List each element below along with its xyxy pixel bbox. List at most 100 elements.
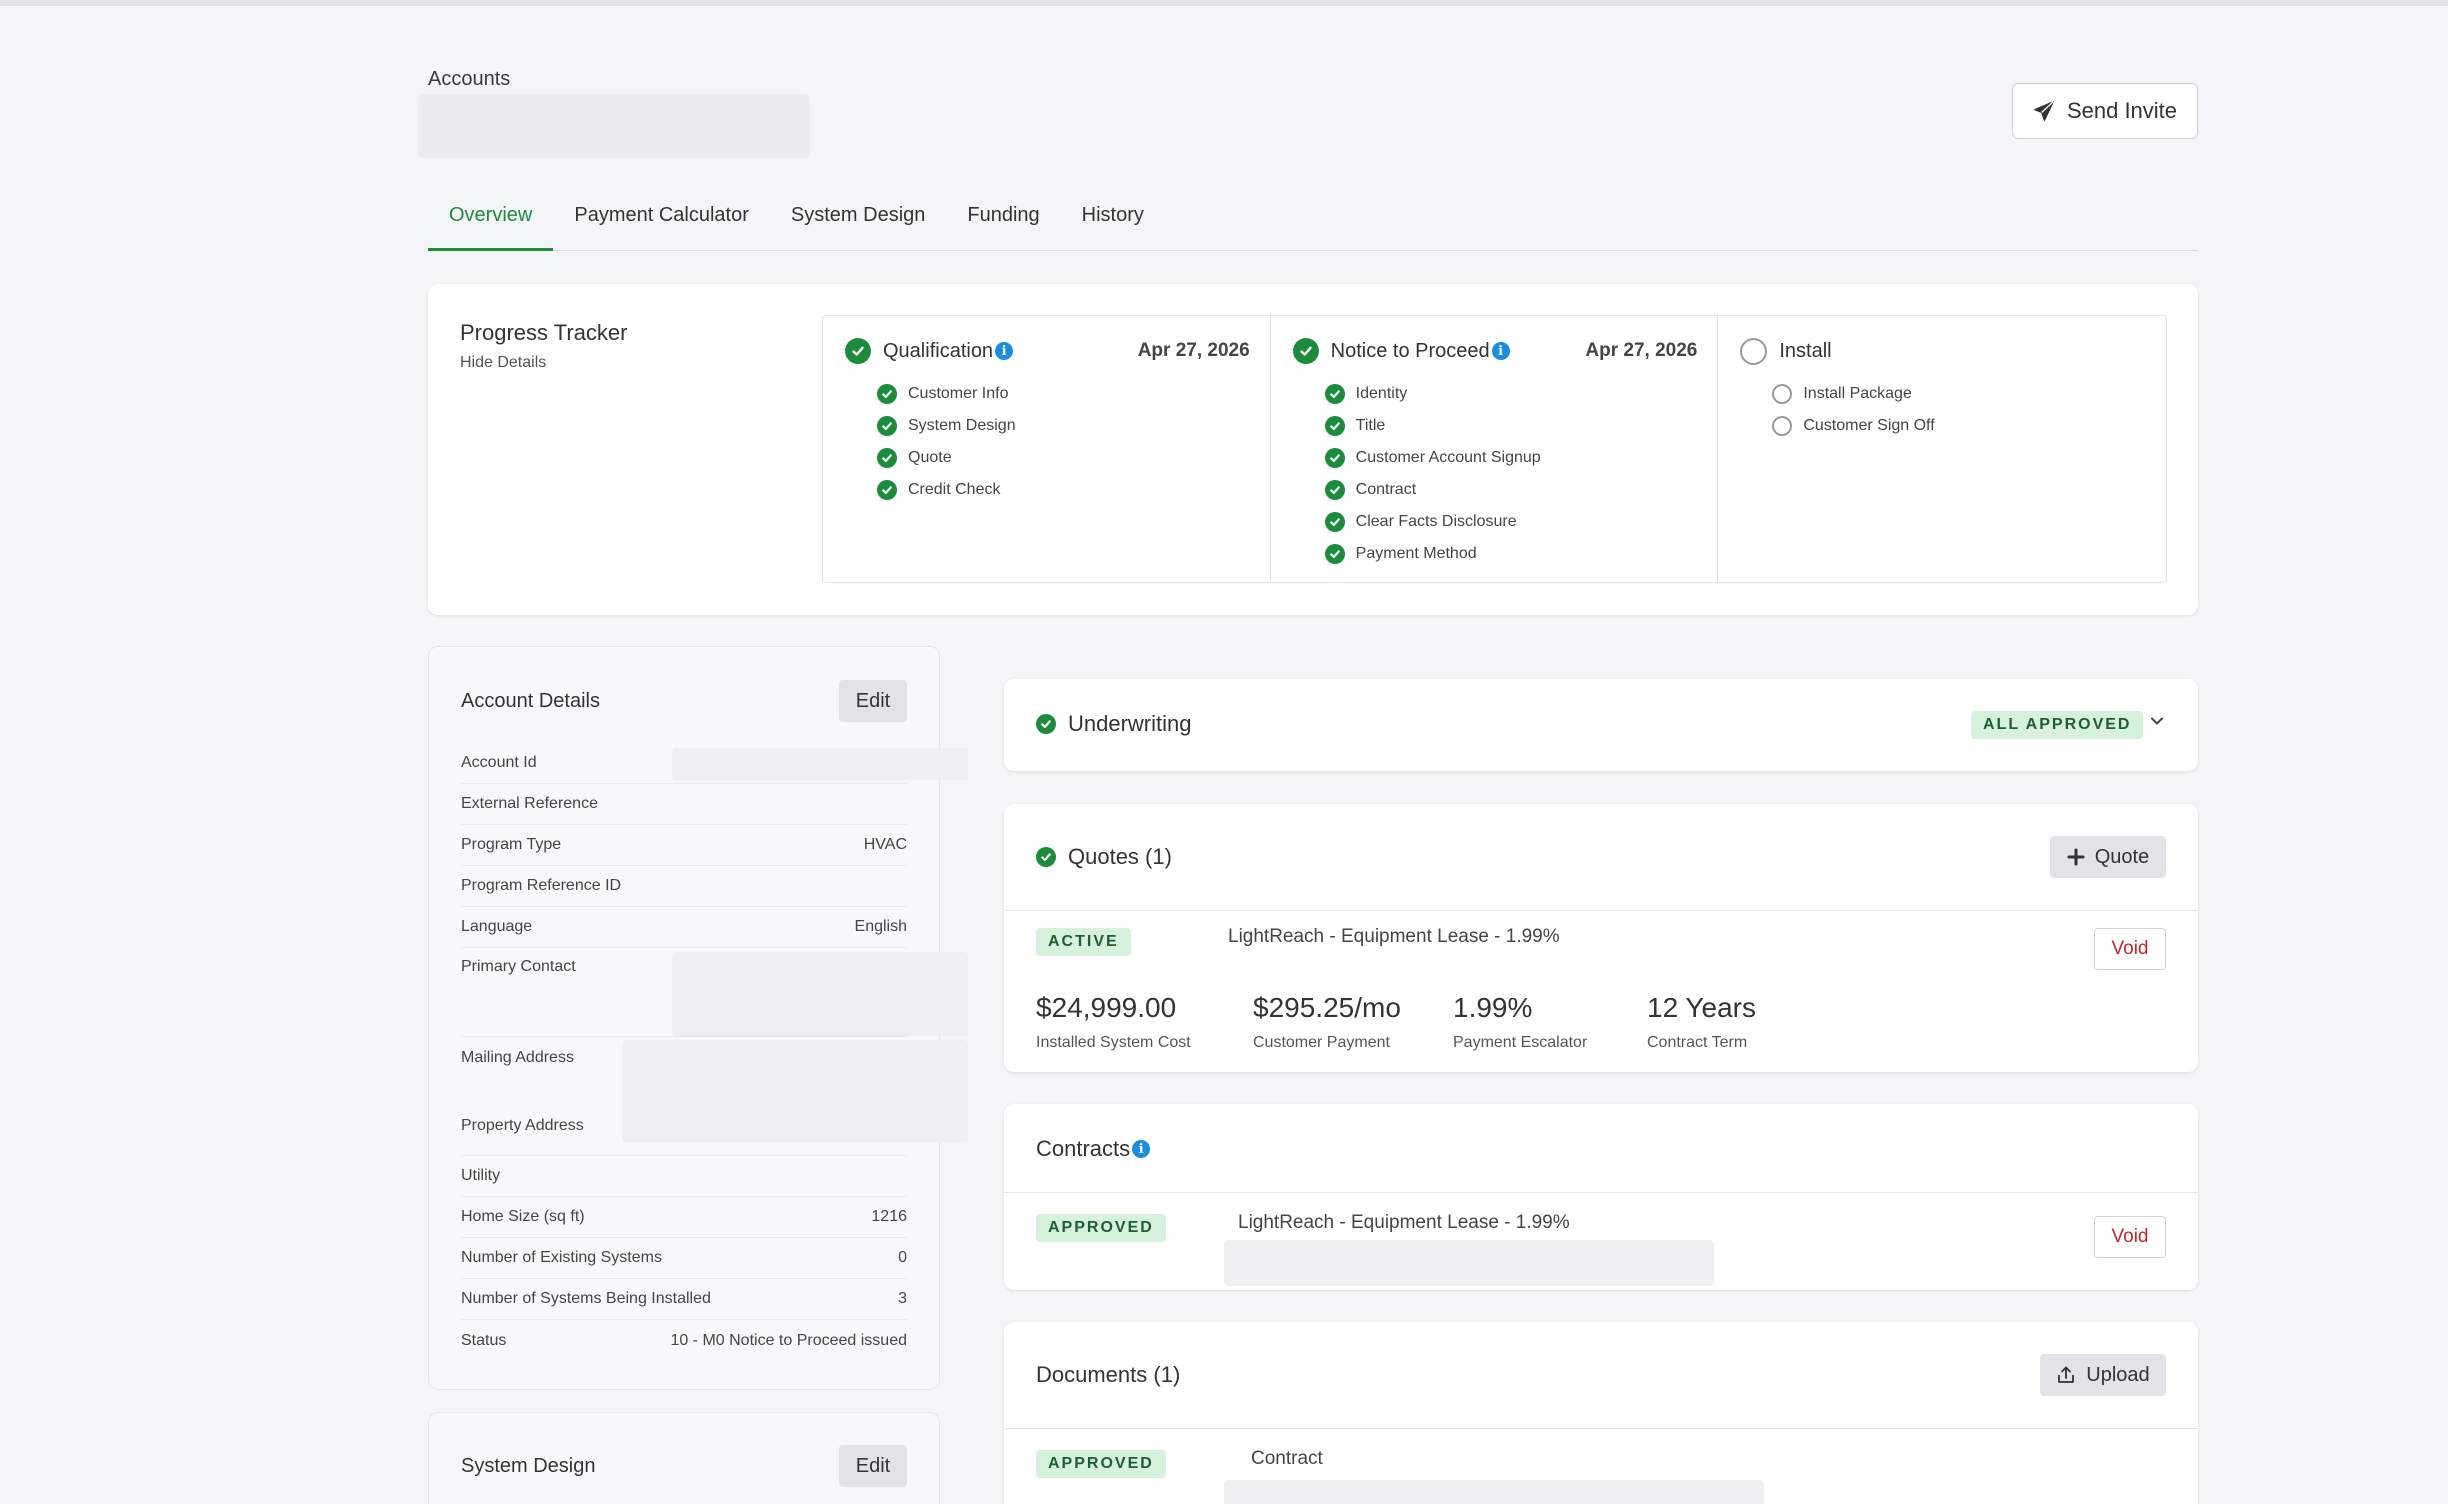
stage-item: Customer Sign Off (1772, 410, 1935, 442)
void-quote-button[interactable]: Void (2094, 928, 2166, 970)
check-circle-icon (1324, 384, 1345, 404)
tab-history[interactable]: History (1081, 204, 1144, 226)
detail-value: English (854, 918, 907, 935)
check-circle-icon (1036, 847, 1056, 867)
stage-item-label: Title (1355, 417, 1386, 434)
stage-item-label: Credit Check (908, 481, 1001, 498)
detail-row-existing-systems: Number of Existing Systems 0 (461, 1238, 907, 1279)
detail-label: Program Reference ID (461, 877, 622, 894)
detail-row-language: Language English (461, 907, 907, 948)
detail-value: 1216 (871, 1208, 907, 1225)
upload-button[interactable]: Upload (2040, 1354, 2166, 1396)
tab-overview[interactable]: Overview (428, 196, 554, 251)
detail-label: Language (461, 918, 533, 935)
info-icon[interactable]: i (995, 342, 1014, 360)
add-quote-button[interactable]: Quote (2050, 836, 2166, 878)
detail-label: Mailing Address (461, 1049, 574, 1066)
progress-stages: Qualification i Apr 27, 2026 Customer In… (822, 315, 2167, 583)
stage-item: Credit Check (877, 474, 1016, 506)
detail-row-program-type: Program Type HVAC (461, 825, 907, 866)
metric-label: Contract Term (1647, 1034, 1748, 1051)
quote-status-badge: ACTIVE (1036, 928, 1131, 956)
detail-label: Status (461, 1331, 507, 1349)
system-design-edit-button[interactable]: Edit (839, 1445, 907, 1487)
info-icon[interactable]: i (1132, 1140, 1151, 1158)
detail-row-systems-installed: Number of Systems Being Installed 3 (461, 1279, 907, 1320)
check-circle-icon (1324, 512, 1345, 532)
metric-label: Installed System Cost (1036, 1034, 1191, 1051)
stage-item-label: Customer Sign Off (1803, 417, 1935, 434)
detail-label: Program Type (461, 836, 562, 853)
redacted-contract-details (1224, 1240, 1714, 1286)
stage-item: Contract (1324, 474, 1541, 506)
document-name[interactable]: Contract (1251, 1448, 1323, 1469)
redacted-primary-contact (672, 952, 968, 1036)
detail-value: 10 - M0 Notice to Proceed issued (670, 1331, 907, 1349)
underwriting-card[interactable]: Underwriting ALL APPROVED (1004, 679, 2198, 771)
detail-row-status: Status 10 - M0 Notice to Proceed issued (461, 1320, 907, 1361)
stage-item-label: Identity (1355, 385, 1408, 402)
stage-label: Notice to Proceed (1330, 339, 1490, 362)
quotes-divider (1004, 910, 2198, 911)
detail-label: Number of Existing Systems (461, 1249, 662, 1266)
detail-value: 3 (898, 1290, 907, 1307)
metric-value: $24,999.00 (1036, 992, 1177, 1023)
stage-item: Customer Info (877, 378, 1016, 410)
documents-card: Documents (1) Upload APPROVED Contract (1004, 1322, 2198, 1504)
detail-row-account-id: Account Id (461, 743, 907, 784)
stage-item-label: Customer Account Signup (1355, 449, 1541, 466)
detail-row-program-reference-id: Program Reference ID (461, 866, 907, 907)
detail-label: Number of Systems Being Installed (461, 1290, 711, 1307)
stage-item-label: Clear Facts Disclosure (1355, 513, 1517, 530)
stage-item-label: Quote (908, 449, 952, 466)
metric-value: 12 Years (1647, 992, 1756, 1023)
account-details-title: Account Details (461, 690, 600, 712)
quote-name[interactable]: LightReach - Equipment Lease - 1.99% (1228, 926, 1560, 947)
contracts-title: Contracts (1036, 1136, 1131, 1161)
info-icon[interactable]: i (1491, 342, 1510, 360)
stage-install: Install Install Package Customer Sign Of… (1718, 316, 2166, 582)
document-status-badge: APPROVED (1036, 1450, 1166, 1478)
contract-name[interactable]: LightReach - Equipment Lease - 1.99% (1238, 1212, 1570, 1233)
void-contract-button[interactable]: Void (2094, 1216, 2166, 1258)
empty-circle-icon (1740, 338, 1768, 365)
metric-installed-system-cost: $24,999.00 Installed System Cost (1036, 992, 1191, 1052)
detail-row-primary-contact: Primary Contact (461, 948, 907, 1037)
quotes-card: Quotes (1) Quote ACTIVE LightReach - Equ… (1004, 804, 2198, 1072)
account-edit-button[interactable]: Edit (839, 680, 907, 722)
check-circle-icon (1324, 480, 1345, 500)
tab-payment-calculator[interactable]: Payment Calculator (574, 204, 749, 226)
tab-funding[interactable]: Funding (967, 204, 1040, 226)
detail-row-property-address: Property Address (461, 1096, 907, 1156)
underwriting-title: Underwriting (1068, 711, 1192, 736)
metric-label: Customer Payment (1253, 1034, 1390, 1051)
tab-system-design[interactable]: System Design (790, 204, 926, 226)
plus-icon (2067, 848, 2085, 866)
account-title-redacted (418, 94, 810, 158)
empty-circle-icon (1772, 384, 1793, 404)
stage-qualification: Qualification i Apr 27, 2026 Customer In… (823, 316, 1271, 582)
account-details-list: Account Id External Reference Program Ty… (461, 743, 907, 1361)
metric-value: 1.99% (1453, 992, 1533, 1023)
check-circle-icon (1036, 714, 1056, 734)
documents-divider (1004, 1428, 2198, 1429)
detail-label: Home Size (sq ft) (461, 1208, 585, 1225)
detail-value: 0 (898, 1249, 907, 1266)
check-circle-icon (877, 384, 897, 404)
contracts-card: Contracts i APPROVED LightReach - Equipm… (1004, 1104, 2198, 1290)
detail-label: External Reference (461, 795, 598, 812)
stage-label: Install (1779, 340, 1832, 362)
redacted-document-details (1224, 1480, 1764, 1504)
stage-item: Clear Facts Disclosure (1324, 506, 1541, 538)
detail-row-mailing-address: Mailing Address (461, 1037, 907, 1096)
detail-label: Primary Contact (461, 958, 576, 975)
detail-row-utility: Utility (461, 1156, 907, 1197)
upload-label: Upload (2086, 1363, 2150, 1386)
check-circle-icon (1292, 338, 1319, 364)
chevron-down-icon[interactable] (2148, 712, 2166, 730)
check-circle-icon (877, 448, 897, 468)
hide-details-link[interactable]: Hide Details (460, 354, 547, 371)
redacted-addresses (622, 1040, 968, 1142)
send-invite-button[interactable]: Send Invite (2012, 83, 2198, 139)
breadcrumb[interactable]: Accounts (428, 68, 511, 90)
